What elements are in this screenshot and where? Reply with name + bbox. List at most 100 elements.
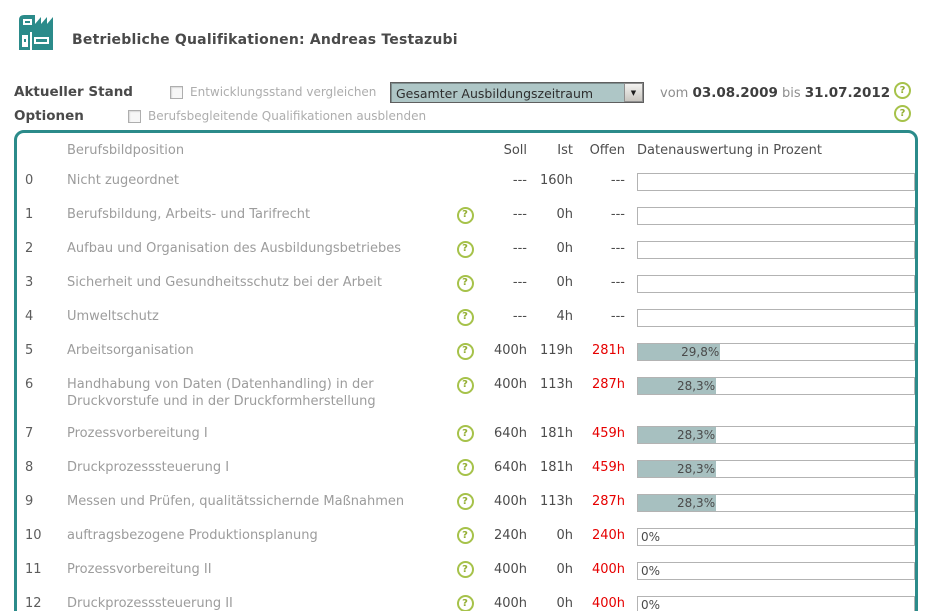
row-position-label: Berufsbildung, Arbeits- und Tarifrecht bbox=[67, 207, 311, 223]
progress-label: 28,3% bbox=[676, 461, 716, 476]
help-icon[interactable]: ? bbox=[456, 240, 474, 258]
ist-value: 0h bbox=[556, 527, 573, 543]
row-number: 9 bbox=[25, 493, 34, 509]
offen-value: 281h bbox=[591, 343, 625, 359]
progress-bar: 28,3% bbox=[637, 425, 915, 444]
soll-value: --- bbox=[512, 275, 527, 291]
row-position-label: Arbeitsorganisation bbox=[67, 343, 194, 359]
offen-value: 287h bbox=[591, 377, 625, 393]
help-icon[interactable]: ? bbox=[456, 342, 474, 360]
progress-label: 0% bbox=[641, 529, 661, 544]
period-dropdown-value: Gesamter Ausbildungszeitraum bbox=[396, 86, 594, 101]
compare-checkbox-label: Entwicklungsstand vergleichen bbox=[190, 85, 377, 99]
offen-value: 459h bbox=[591, 459, 625, 475]
row-position-label: Druckprozesssteuerung I bbox=[67, 459, 230, 475]
help-icon[interactable]: ? bbox=[456, 459, 474, 477]
page-title: Betriebliche Qualifikationen: Andreas Te… bbox=[72, 32, 458, 48]
row-position-label: Nicht zugeordnet bbox=[67, 173, 179, 189]
date-to-label: bis bbox=[782, 86, 801, 101]
progress-label: 28,3% bbox=[676, 427, 716, 442]
help-icon[interactable]: ? bbox=[456, 308, 474, 326]
table-header-row: Berufsbildposition Soll Ist Offen Datena… bbox=[17, 141, 915, 165]
progress-fill: 29,8% bbox=[638, 344, 721, 361]
table-row: 5 Arbeitsorganisation ? 400h 119h 281h 2… bbox=[17, 335, 915, 369]
date-from: 03.08.2009 bbox=[692, 85, 778, 101]
row-position-label: Messen und Prüfen, qualitätssichernde Ma… bbox=[67, 493, 405, 509]
aktueller-stand-label: Aktueller Stand bbox=[14, 84, 133, 100]
soll-value: --- bbox=[512, 173, 527, 189]
help-icon[interactable]: ? bbox=[456, 595, 474, 611]
help-icon[interactable]: ? bbox=[456, 206, 474, 224]
row-number: 5 bbox=[25, 343, 34, 359]
ist-value: 119h bbox=[539, 343, 573, 359]
progress-bar: 28,3% bbox=[637, 459, 915, 478]
offen-value: 287h bbox=[591, 493, 625, 509]
ist-value: 181h bbox=[539, 459, 573, 475]
row-number: 3 bbox=[25, 275, 34, 291]
progress-fill: 28,3% bbox=[638, 494, 717, 511]
ist-value: 113h bbox=[539, 493, 573, 509]
offen-value: 400h bbox=[591, 595, 625, 611]
row-position-label: Druckprozesssteuerung II bbox=[67, 595, 233, 611]
progress-bar: 0% bbox=[637, 595, 915, 611]
row-number: 8 bbox=[25, 459, 34, 475]
table-row: 11 Prozessvorbereitung II ? 400h 0h 400h… bbox=[17, 554, 915, 588]
help-icon[interactable]: ? bbox=[456, 376, 474, 394]
help-icon[interactable]: ? bbox=[456, 425, 474, 443]
row-number: 6 bbox=[25, 377, 34, 393]
hide-checkbox[interactable] bbox=[128, 110, 141, 123]
help-icon[interactable]: ? bbox=[456, 493, 474, 511]
table-row: 4 Umweltschutz ? --- 4h --- bbox=[17, 301, 915, 335]
row-number: 12 bbox=[25, 595, 42, 611]
row-number: 2 bbox=[25, 241, 34, 257]
progress-label: 0% bbox=[641, 563, 661, 578]
progress-bar: 29,8% bbox=[637, 343, 915, 362]
date-from-label: vom bbox=[660, 86, 689, 101]
qualifications-table: Berufsbildposition Soll Ist Offen Datena… bbox=[14, 130, 918, 611]
compare-checkbox[interactable] bbox=[170, 86, 183, 99]
row-position-label: Prozessvorbereitung I bbox=[67, 425, 208, 441]
help-icon[interactable]: ? bbox=[894, 82, 911, 99]
row-number: 11 bbox=[25, 561, 42, 577]
row-position-label: Sicherheit und Gesundheitsschutz bei der… bbox=[67, 275, 382, 291]
progress-label: 28,3% bbox=[676, 379, 716, 394]
soll-value: 640h bbox=[493, 459, 527, 475]
ist-value: 181h bbox=[539, 425, 573, 441]
table-row: 7 Prozessvorbereitung I ? 640h 181h 459h… bbox=[17, 418, 915, 452]
chevron-down-icon[interactable]: ▼ bbox=[624, 83, 643, 102]
col-ist: Ist bbox=[557, 143, 573, 158]
progress-bar bbox=[637, 207, 915, 226]
row-position-label: auftragsbezogene Produktionsplanung bbox=[67, 527, 318, 543]
help-icon[interactable]: ? bbox=[456, 561, 474, 579]
col-berufsbildposition: Berufsbildposition bbox=[67, 143, 185, 158]
row-position-label: Prozessvorbereitung II bbox=[67, 561, 212, 577]
offen-value: --- bbox=[610, 309, 625, 325]
progress-bar bbox=[637, 275, 915, 294]
soll-value: 640h bbox=[493, 425, 527, 441]
soll-value: 400h bbox=[493, 561, 527, 577]
row-number: 1 bbox=[25, 207, 34, 223]
controls-panel: Aktueller Stand Entwicklungsstand vergle… bbox=[0, 78, 932, 128]
row-number: 10 bbox=[25, 527, 42, 543]
ist-value: 0h bbox=[556, 561, 573, 577]
date-range: vom 03.08.2009 bis 31.07.2012 bbox=[660, 85, 890, 101]
soll-value: --- bbox=[512, 309, 527, 325]
soll-value: --- bbox=[512, 241, 527, 257]
progress-label: 28,3% bbox=[676, 495, 716, 510]
table-row: 10 auftragsbezogene Produktionsplanung ?… bbox=[17, 520, 915, 554]
row-position-label: Aufbau und Organisation des Ausbildungsb… bbox=[67, 241, 401, 257]
progress-bar bbox=[637, 309, 915, 328]
help-icon[interactable]: ? bbox=[894, 105, 911, 122]
ist-value: 113h bbox=[539, 377, 573, 393]
help-icon[interactable]: ? bbox=[456, 274, 474, 292]
progress-label: 0% bbox=[641, 597, 661, 611]
progress-fill: 28,3% bbox=[638, 378, 717, 395]
period-dropdown[interactable]: Gesamter Ausbildungszeitraum ▼ bbox=[390, 82, 644, 103]
help-icon[interactable]: ? bbox=[456, 527, 474, 545]
table-row: 3 Sicherheit und Gesundheitsschutz bei d… bbox=[17, 267, 915, 301]
row-number: 4 bbox=[25, 309, 34, 325]
row-number: 7 bbox=[25, 425, 34, 441]
offen-value: --- bbox=[610, 207, 625, 223]
soll-value: 400h bbox=[493, 595, 527, 611]
ist-value: 4h bbox=[556, 309, 573, 325]
